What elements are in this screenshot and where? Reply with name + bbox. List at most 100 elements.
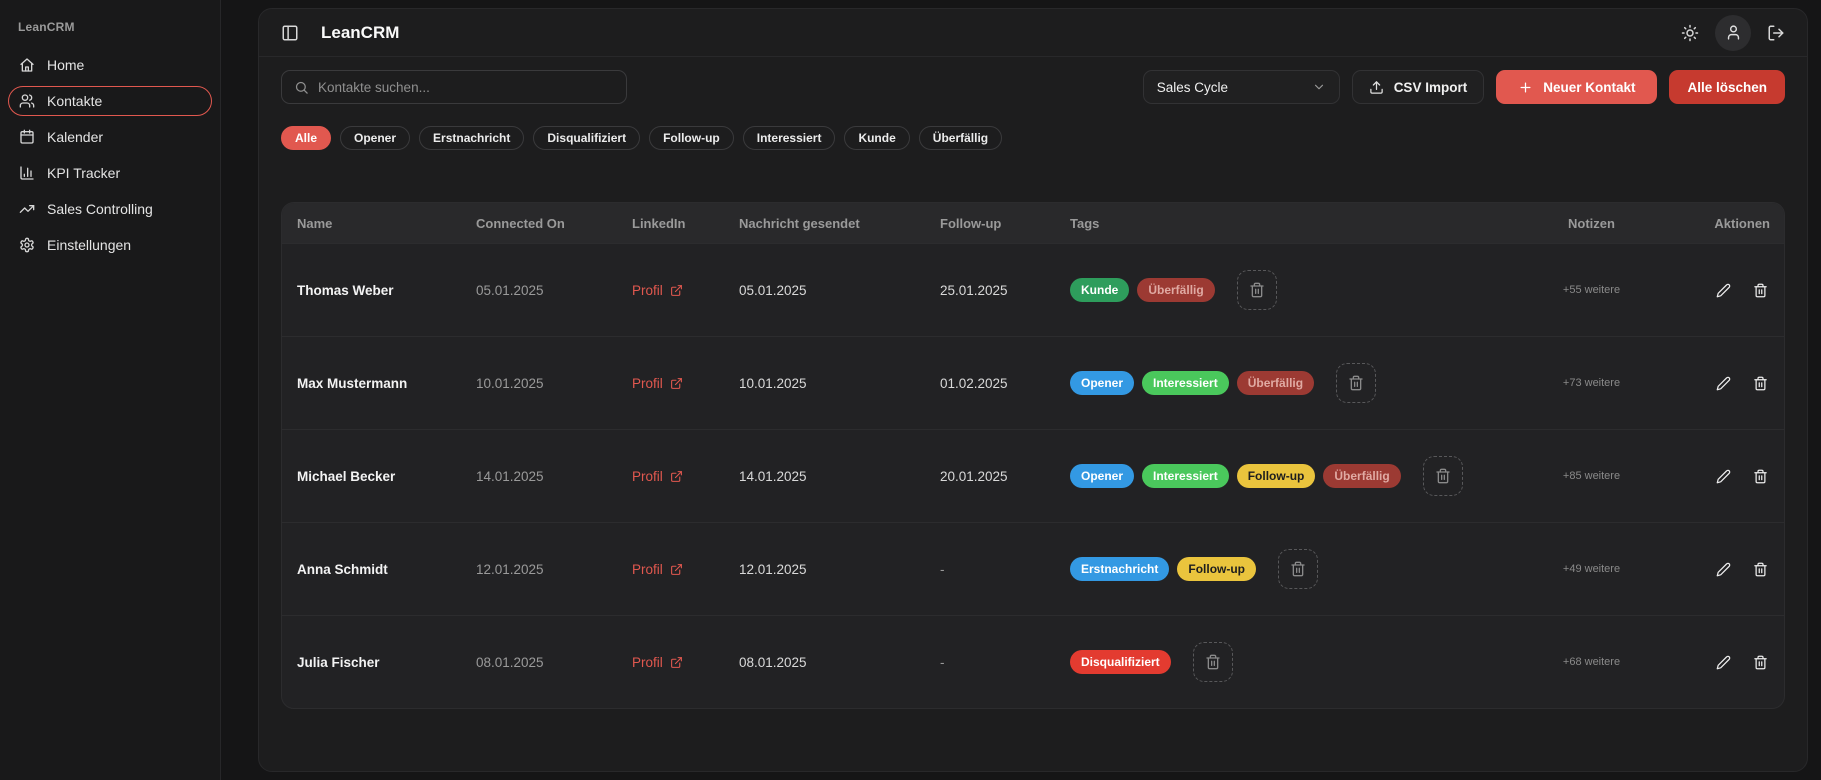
table-row: Thomas Weber 05.01.2025 Profil 05.01.202…	[282, 243, 1784, 336]
sidebar-item-label: Einstellungen	[47, 237, 132, 253]
plus-icon	[1518, 80, 1533, 95]
delete-contact-button[interactable]	[1749, 465, 1772, 488]
chip-disqualifiziert[interactable]: Disqualifiziert	[533, 126, 641, 150]
delete-all-label: Alle löschen	[1687, 79, 1767, 95]
sun-icon	[1681, 24, 1699, 42]
chip-ueberfaellig[interactable]: Überfällig	[918, 126, 1003, 150]
tags-cell: Erstnachricht Follow-up	[1070, 549, 1529, 589]
tags-cell: Opener Interessiert Follow-up Überfällig	[1070, 456, 1529, 496]
user-profile-button[interactable]	[1715, 14, 1751, 51]
sales-cycle-select[interactable]: Sales Cycle	[1142, 70, 1340, 104]
connected-on-date: 14.01.2025	[476, 468, 544, 484]
chip-alle[interactable]: Alle	[281, 126, 332, 150]
edit-contact-button[interactable]	[1712, 279, 1735, 302]
linkedin-profile-link[interactable]: Profil	[632, 655, 739, 670]
chip-follow-up[interactable]: Follow-up	[649, 126, 734, 150]
tag-delete-dropzone[interactable]	[1278, 549, 1319, 589]
tag-delete-dropzone[interactable]	[1236, 270, 1277, 310]
table-row: Michael Becker 14.01.2025 Profil 14.01.2…	[282, 429, 1784, 522]
follow-up-date: -	[940, 561, 945, 577]
tag-delete-dropzone[interactable]	[1192, 642, 1233, 682]
tag-opener[interactable]: Opener	[1070, 464, 1135, 488]
edit-contact-button[interactable]	[1712, 651, 1735, 674]
connected-on-date: 12.01.2025	[476, 561, 544, 577]
tag-ueberfaellig[interactable]: Überfällig	[1323, 464, 1401, 488]
tag-kunde[interactable]: Kunde	[1070, 278, 1130, 302]
col-linkedin: LinkedIn	[632, 215, 686, 231]
sidebar-item-home[interactable]: Home	[8, 50, 212, 80]
table-header: Name Connected On LinkedIn Nachricht ges…	[282, 203, 1784, 243]
toolbar: Sales Cycle CSV Import	[281, 70, 1785, 104]
contact-name: Michael Becker	[297, 468, 396, 484]
external-link-icon	[670, 656, 683, 669]
notes-count: +85 weitere	[1562, 470, 1621, 482]
linkedin-profile-link[interactable]: Profil	[632, 469, 739, 484]
trash-icon	[1249, 282, 1265, 298]
tag-disqualifiziert[interactable]: Disqualifiziert	[1070, 650, 1171, 674]
delete-all-button[interactable]: Alle löschen	[1669, 70, 1785, 104]
sidebar-item-kontakte[interactable]: Kontakte	[8, 86, 212, 116]
notes-count: +73 weitere	[1562, 377, 1621, 389]
sidebar-item-kalender[interactable]: Kalender	[8, 122, 212, 152]
message-sent-date: 05.01.2025	[739, 282, 807, 298]
theme-toggle-button[interactable]	[1681, 24, 1699, 42]
contact-name: Thomas Weber	[297, 282, 394, 298]
tag-delete-dropzone[interactable]	[1336, 363, 1377, 403]
message-sent-date: 10.01.2025	[739, 375, 807, 391]
tag-interessiert[interactable]: Interessiert	[1142, 371, 1229, 395]
edit-contact-button[interactable]	[1712, 372, 1735, 395]
table-row: Max Mustermann 10.01.2025 Profil 10.01.2…	[282, 336, 1784, 429]
external-link-icon	[670, 470, 683, 483]
sidebar-item-label: Sales Controlling	[47, 201, 153, 217]
chip-kunde[interactable]: Kunde	[844, 126, 910, 150]
edit-contact-button[interactable]	[1712, 558, 1735, 581]
chip-opener[interactable]: Opener	[340, 126, 411, 150]
delete-contact-button[interactable]	[1749, 651, 1772, 674]
gear-icon	[19, 237, 35, 253]
logout-button[interactable]	[1767, 24, 1785, 42]
contact-name: Julia Fischer	[297, 654, 380, 670]
main-area: LeanCRM	[221, 0, 1821, 780]
follow-up-date: -	[940, 654, 945, 670]
tag-ueberfaellig[interactable]: Überfällig	[1236, 371, 1315, 395]
logout-icon	[1767, 24, 1785, 42]
new-contact-button[interactable]: Neuer Kontakt	[1496, 70, 1658, 104]
trash-icon	[1753, 376, 1768, 391]
tag-delete-dropzone[interactable]	[1422, 456, 1463, 496]
table-row: Anna Schmidt 12.01.2025 Profil 12.01.202…	[282, 522, 1784, 615]
delete-contact-button[interactable]	[1749, 558, 1772, 581]
tag-follow-up[interactable]: Follow-up	[1177, 557, 1257, 581]
chip-interessiert[interactable]: Interessiert	[742, 126, 836, 150]
linkedin-profile-link[interactable]: Profil	[632, 562, 739, 577]
col-name: Name	[297, 215, 333, 231]
sidebar-item-sales-controlling[interactable]: Sales Controlling	[8, 194, 212, 224]
panel-left-icon	[281, 24, 299, 42]
sidebar-item-label: Kalender	[47, 129, 104, 145]
tag-follow-up[interactable]: Follow-up	[1236, 464, 1316, 488]
delete-contact-button[interactable]	[1749, 372, 1772, 395]
linkedin-profile-link[interactable]: Profil	[632, 283, 739, 298]
csv-import-label: CSV Import	[1393, 79, 1468, 95]
sidebar-toggle-button[interactable]	[281, 24, 299, 42]
message-sent-date: 14.01.2025	[739, 468, 807, 484]
trash-icon	[1348, 375, 1364, 391]
external-link-icon	[670, 284, 683, 297]
chevron-down-icon	[1312, 80, 1326, 94]
col-aktionen: Aktionen	[1714, 215, 1770, 231]
chip-erstnachricht[interactable]: Erstnachricht	[419, 126, 525, 150]
search-input[interactable]	[318, 79, 614, 95]
actions-cell	[1654, 279, 1774, 302]
sidebar-item-einstellungen[interactable]: Einstellungen	[8, 230, 212, 260]
csv-import-button[interactable]: CSV Import	[1351, 70, 1485, 104]
external-link-icon	[670, 563, 683, 576]
delete-contact-button[interactable]	[1749, 279, 1772, 302]
col-tags: Tags	[1070, 215, 1100, 231]
trash-icon	[1435, 468, 1451, 484]
tag-erstnachricht[interactable]: Erstnachricht	[1070, 557, 1170, 581]
edit-contact-button[interactable]	[1712, 465, 1735, 488]
tag-ueberfaellig[interactable]: Überfällig	[1137, 278, 1215, 302]
tag-interessiert[interactable]: Interessiert	[1142, 464, 1229, 488]
linkedin-profile-link[interactable]: Profil	[632, 376, 739, 391]
sidebar-item-kpi-tracker[interactable]: KPI Tracker	[8, 158, 212, 188]
tag-opener[interactable]: Opener	[1070, 371, 1135, 395]
